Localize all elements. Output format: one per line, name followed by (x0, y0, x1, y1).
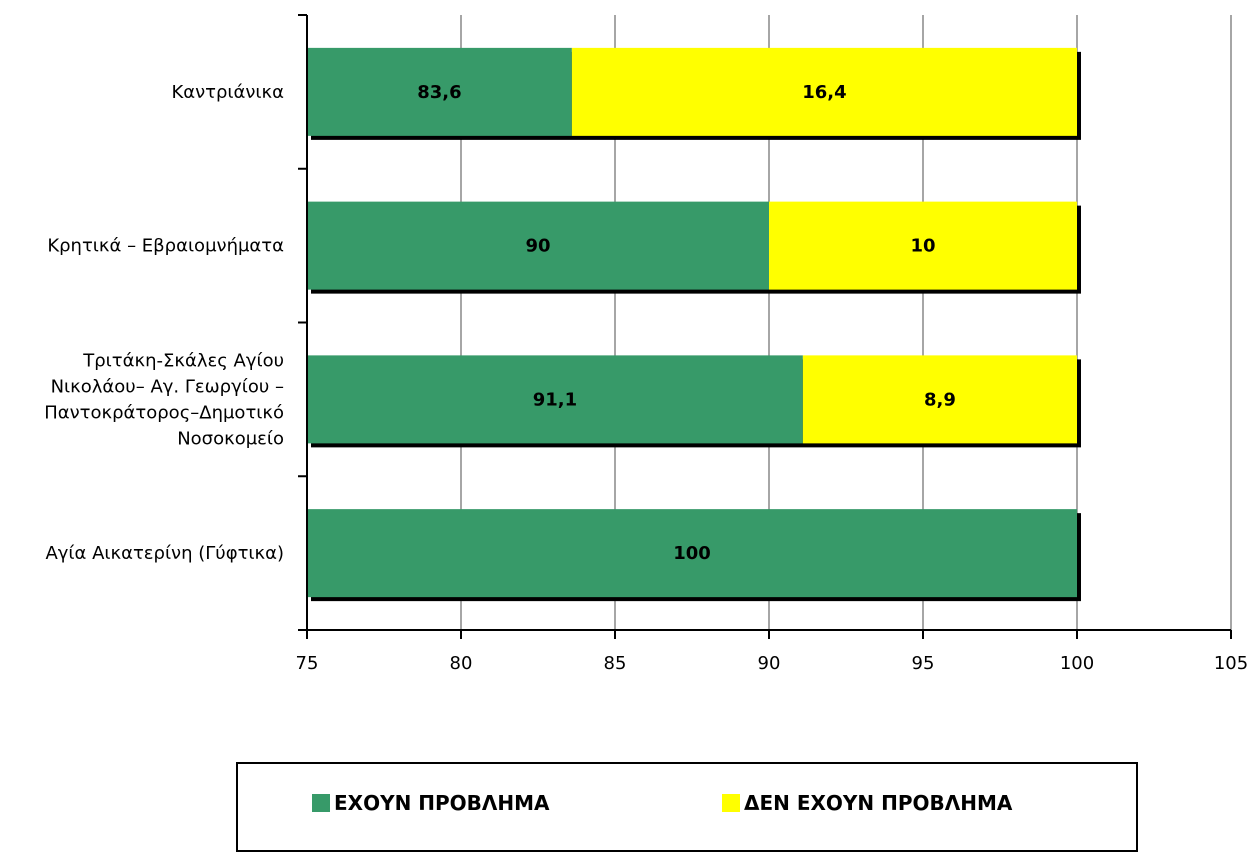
data-label-1-3: 91,1 (533, 389, 577, 410)
category-label-2: Κρητικά – Εβραιομνήματα (47, 236, 284, 257)
bar-1-2 (307, 201, 769, 290)
legend-swatch-series-1 (312, 794, 330, 812)
labels: 83,6 16,4 Καντριάνικα 90 10 Κρητικά – Εβραιομ… (44, 82, 1248, 674)
data-label-1-1: 83,6 (417, 82, 461, 103)
bar-1-4 (307, 509, 1077, 598)
axes (298, 14, 1232, 639)
data-label-2-2: 10 (910, 236, 935, 257)
legend-label-series-1: ΕΧΟΥΝ ΠΡΟΒΛΗΜΑ (334, 791, 550, 815)
bars (307, 47, 1081, 602)
data-label-2-1: 16,4 (802, 82, 846, 103)
x-tick-label-105: 105 (1214, 653, 1248, 674)
category-label-3: Τριτάκη-Σκάλες Αγίου Νικολάου– Αγ. Γεωργί… (44, 350, 284, 449)
category-label-1: Καντριάνικα (171, 82, 284, 103)
x-tick-label-85: 85 (604, 653, 627, 674)
bar-2-1 (571, 47, 1077, 136)
data-label-1-4: 100 (673, 543, 711, 564)
data-label-1-2: 90 (525, 236, 550, 257)
stacked-bar-chart: 83,6 16,4 Καντριάνικα 90 10 Κρητικά – Εβραιομ… (44, 14, 1248, 674)
x-tick-label-95: 95 (912, 653, 935, 674)
bar-1-3 (307, 355, 803, 444)
category-label-4: Αγία Αικατερίνη (Γύφτικα) (45, 543, 284, 564)
bar-2-3 (802, 355, 1077, 444)
x-tick-label-80: 80 (450, 653, 473, 674)
data-label-2-3: 8,9 (924, 389, 956, 410)
legend-item-series-1: ΕΧΟΥΝ ΠΡΟΒΛΗΜΑ (312, 791, 550, 815)
legend-swatch-series-2 (722, 794, 740, 812)
x-tick-label-75: 75 (296, 653, 319, 674)
legend-item-series-2: ΔΕΝ ΕΧΟΥΝ ΠΡΟΒΛΗΜΑ (722, 791, 1012, 815)
legend-label-series-2: ΔΕΝ ΕΧΟΥΝ ΠΡΟΒΛΗΜΑ (744, 791, 1013, 815)
x-tick-label-90: 90 (758, 653, 781, 674)
legend: ΕΧΟΥΝ ΠΡΟΒΛΗΜΑ ΔΕΝ ΕΧΟΥΝ ΠΡΟΒΛΗΜΑ (236, 762, 1138, 852)
x-tick-label-100: 100 (1060, 653, 1094, 674)
bar-1-1 (307, 47, 572, 136)
bar-2-2 (769, 201, 1077, 290)
